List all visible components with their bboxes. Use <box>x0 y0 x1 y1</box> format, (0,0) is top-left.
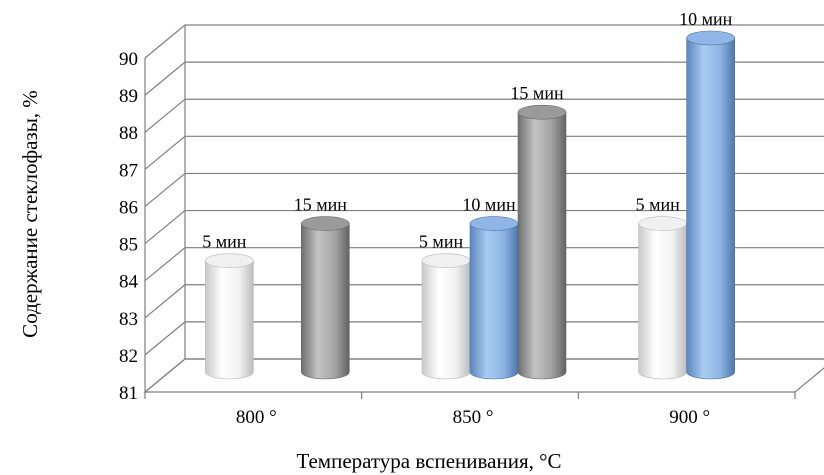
gridline <box>144 358 824 393</box>
gridline <box>144 172 824 207</box>
bar <box>205 253 254 380</box>
y-axis-ticks: 81 82 83 84 85 86 87 88 89 90 <box>119 49 139 404</box>
gridline <box>144 321 824 356</box>
y-tick-label: 84 <box>119 272 139 293</box>
gridline <box>144 98 824 133</box>
y-tick-label: 86 <box>119 197 138 218</box>
data-label: 5 мин <box>419 232 464 252</box>
x-tick-label: 800 ° <box>236 407 277 428</box>
y-tick-label: 81 <box>119 383 138 404</box>
data-label: 15 мин <box>294 195 348 215</box>
bar <box>686 30 735 380</box>
y-tick-label: 90 <box>119 49 138 70</box>
data-label: 15 мин <box>510 83 564 103</box>
data-label: 10 мин <box>462 195 516 215</box>
y-tick-label: 83 <box>119 309 138 330</box>
data-label: 10 мин <box>679 9 733 29</box>
bar <box>421 253 471 380</box>
y-tick-label: 89 <box>119 86 138 107</box>
y-tick-label: 88 <box>119 123 138 144</box>
x-tick-label: 900 ° <box>669 407 710 428</box>
x-axis-title: Температура вспенивания, °C <box>296 449 561 473</box>
y-tick-label: 82 <box>119 346 138 367</box>
data-label: 5 мин <box>202 232 247 252</box>
data-label: 5 мин <box>636 195 681 215</box>
bar <box>638 216 687 380</box>
gridline <box>144 61 824 96</box>
x-axis: 800 ° 850 ° 900 ° <box>144 392 796 428</box>
data-labels: 5 мин 15 мин 5 мин 10 мин 15 мин 5 мин 10 мин <box>202 9 732 252</box>
y-tick-label: 87 <box>119 160 138 181</box>
bar <box>469 216 519 380</box>
y-tick-label: 85 <box>119 235 138 256</box>
bar <box>517 104 567 380</box>
gridline <box>144 24 824 59</box>
bars <box>205 30 735 380</box>
gridline <box>144 135 824 170</box>
gridline <box>144 209 824 245</box>
gridline <box>144 247 824 282</box>
gridline <box>144 284 824 319</box>
y-axis-title: Содержание стеклофазы, % <box>18 90 42 338</box>
bar <box>301 216 350 380</box>
x-tick-label: 850 ° <box>453 407 494 428</box>
